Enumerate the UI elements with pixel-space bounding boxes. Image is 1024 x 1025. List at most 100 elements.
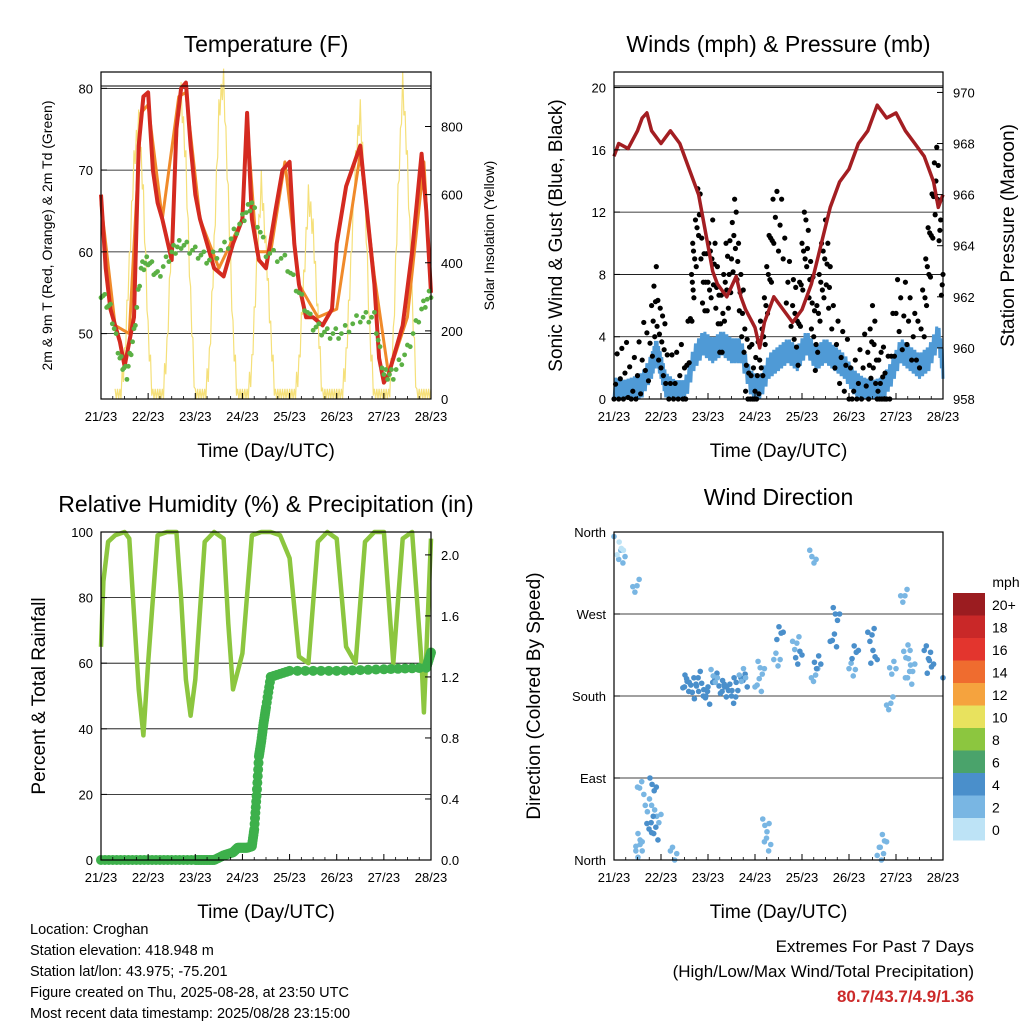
gust-point: [921, 334, 927, 340]
dewpoint-point: [111, 326, 117, 332]
gust-point: [937, 227, 943, 233]
dewpoint-point: [234, 231, 240, 237]
precip-point: [407, 663, 418, 674]
gust-point: [659, 339, 665, 345]
colorbar-swatch: [953, 615, 985, 638]
x-tick-label: 22/23: [645, 870, 678, 885]
direction-point: [649, 781, 655, 788]
direction-point: [815, 653, 822, 659]
gust-point: [803, 217, 809, 223]
dewpoint-point: [245, 202, 251, 207]
gust-point: [719, 349, 725, 355]
dewpoint-point: [192, 244, 198, 250]
dewpoint-point: [381, 372, 387, 377]
x-axis-label: Time (Day/UTC): [197, 902, 335, 923]
gust-point: [811, 334, 817, 340]
gust-point: [841, 388, 847, 394]
gust-point: [627, 364, 633, 370]
direction-point: [630, 583, 636, 590]
y2-tick-label: 962: [953, 290, 975, 305]
gust-point: [868, 375, 874, 381]
y-tick-label: 8: [599, 267, 606, 282]
y-tick-label: 70: [79, 163, 93, 178]
x-tick-label: 22/23: [645, 409, 678, 424]
dewpoint-point: [407, 344, 413, 350]
gust-point: [798, 282, 804, 288]
direction-point: [648, 802, 655, 809]
dewpoint-point: [241, 218, 247, 224]
direction-point: [717, 690, 724, 697]
direction-point: [620, 560, 626, 566]
gust-point: [812, 367, 818, 374]
chart-title: Relative Humidity (%) & Precipitation (i…: [58, 491, 473, 517]
direction-point: [656, 819, 662, 826]
gust-point: [844, 336, 851, 342]
y2-axis-label: Solar Insolation (Yellow): [481, 161, 497, 311]
gust-point: [814, 302, 820, 309]
dewpoint-point: [228, 236, 234, 242]
direction-point: [834, 617, 841, 624]
direction-point: [735, 687, 741, 694]
direction-point: [810, 678, 817, 685]
gust-point: [934, 144, 940, 150]
gust-point: [863, 383, 869, 389]
dewpoint-point: [160, 264, 166, 269]
gust-point: [800, 287, 806, 293]
gust-point: [699, 300, 706, 306]
direction-point: [789, 638, 796, 645]
gust-point: [819, 287, 825, 293]
gust-point: [918, 326, 924, 332]
gust-point: [741, 349, 747, 355]
direction-point: [646, 796, 653, 802]
direction-point: [806, 547, 813, 554]
precip-point: [385, 664, 396, 675]
temp2m-line: [99, 80, 433, 385]
gust-point: [811, 308, 818, 314]
colorbar-swatch: [953, 750, 985, 773]
gust-point: [904, 341, 910, 348]
speed-colorbar: mph 20+ 18 16 14 12 10 8 6 4 2 0: [953, 574, 1020, 841]
gust-point: [871, 341, 877, 348]
gust-point: [912, 310, 918, 316]
dewpoint-point: [393, 367, 399, 372]
dewpoint-point: [243, 210, 249, 216]
x-tick-label: 22/23: [132, 409, 165, 424]
gust-point: [651, 283, 657, 289]
dewpoint-point: [247, 208, 253, 214]
direction-point: [738, 678, 745, 685]
gust-point: [924, 264, 930, 270]
x-tick-label: 21/23: [598, 409, 631, 424]
direction-point: [907, 647, 913, 654]
precip-point: [347, 665, 358, 676]
dewpoint-point: [375, 337, 381, 343]
x-tick-label: 25/23: [273, 409, 306, 424]
dewpoint-point: [218, 247, 224, 253]
x-axis-label: Time (Day/UTC): [710, 441, 848, 462]
colorbar-label: 4: [992, 777, 1000, 793]
direction-point: [927, 649, 934, 656]
gust-point: [729, 219, 735, 226]
gust-point: [739, 334, 745, 340]
gust-point: [866, 362, 872, 368]
dewpoint-point: [149, 259, 155, 265]
dewpoint-point: [125, 363, 131, 369]
direction-point: [926, 657, 933, 664]
gust-point: [770, 196, 776, 202]
gust-point: [802, 256, 808, 262]
dewpoint-point: [255, 224, 260, 230]
direction-point: [634, 582, 640, 589]
gust-point: [757, 357, 763, 363]
gust-point: [677, 373, 683, 379]
dewpoint-point: [184, 239, 190, 245]
y-tick-label: 40: [79, 722, 93, 737]
gust-point: [622, 370, 628, 376]
gust-point: [876, 357, 882, 363]
y2-tick-label: 1.6: [441, 609, 459, 624]
gust-point: [882, 370, 888, 376]
gust-point: [872, 318, 878, 324]
direction-point: [773, 650, 779, 656]
gust-point: [786, 258, 793, 265]
gust-point: [656, 331, 663, 337]
direction-point: [633, 843, 639, 850]
